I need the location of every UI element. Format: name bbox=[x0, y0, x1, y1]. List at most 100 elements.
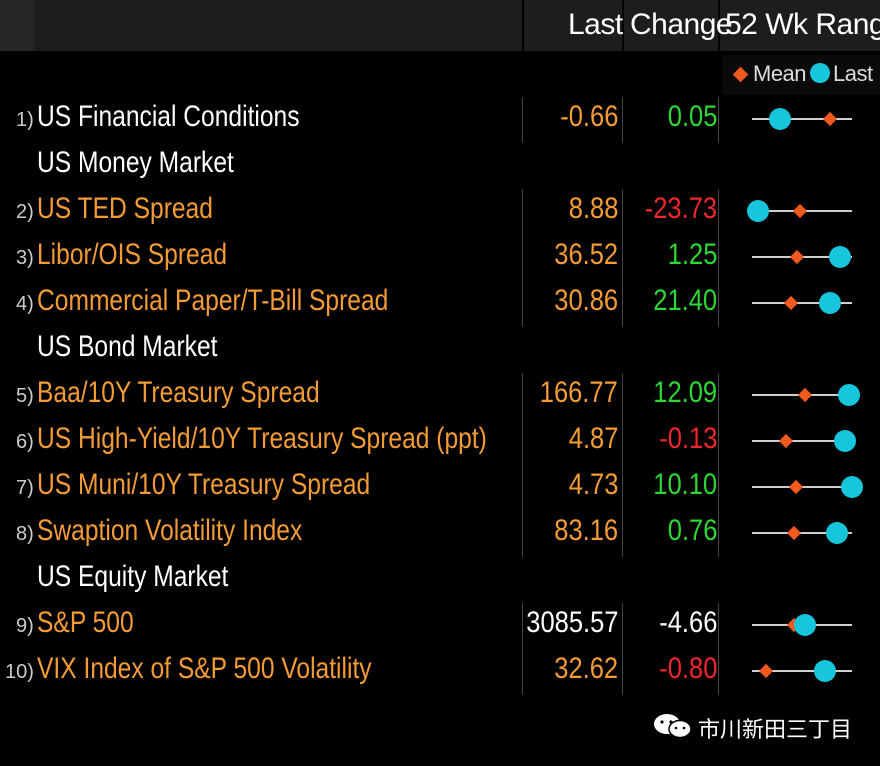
table-row[interactable]: US Muni/10Y Treasury Spread 7) 4.73 10.10 bbox=[0, 465, 880, 511]
mean-marker-icon bbox=[786, 525, 802, 541]
column-divider bbox=[622, 281, 623, 327]
table-row[interactable]: S&P 500 9) 3085.57 -4.66 bbox=[0, 603, 880, 649]
legend-mean-label: Mean bbox=[753, 61, 807, 86]
table-row[interactable]: Libor/OIS Spread 3) 36.52 1.25 bbox=[0, 235, 880, 281]
column-divider bbox=[622, 373, 623, 419]
mean-marker-icon bbox=[789, 249, 805, 265]
mean-marker-icon bbox=[788, 479, 804, 495]
last-marker-icon bbox=[838, 384, 860, 406]
row-number[interactable]: 2) bbox=[16, 201, 34, 223]
column-divider bbox=[522, 649, 523, 695]
table-row[interactable]: Commercial Paper/T-Bill Spread 4) 30.86 21.… bbox=[0, 281, 880, 327]
header-last[interactable]: Last bbox=[568, 8, 623, 41]
last-marker-icon bbox=[769, 108, 791, 130]
row-label: Swaption Volatility Index bbox=[37, 514, 303, 547]
column-divider bbox=[522, 511, 523, 557]
legend-last-label: Last bbox=[833, 61, 873, 86]
column-divider bbox=[718, 97, 719, 143]
column-divider bbox=[522, 465, 523, 511]
last-value: 30.86 bbox=[554, 284, 618, 317]
row-number[interactable]: 9) bbox=[16, 615, 34, 637]
row-number[interactable]: 4) bbox=[16, 293, 34, 315]
column-divider bbox=[622, 97, 623, 143]
column-divider bbox=[718, 281, 719, 327]
mean-marker-icon bbox=[758, 663, 774, 679]
last-marker-icon bbox=[834, 430, 856, 452]
range-line bbox=[752, 118, 852, 120]
column-divider bbox=[622, 419, 623, 465]
column-divider bbox=[522, 97, 523, 143]
column-divider bbox=[622, 649, 623, 695]
section-header: US Equity Market bbox=[0, 557, 880, 603]
column-divider bbox=[622, 603, 623, 649]
header-52wk-range[interactable]: 52 Wk Range bbox=[725, 8, 880, 41]
column-divider bbox=[718, 419, 719, 465]
row-label: VIX Index of S&P 500 Volatility bbox=[37, 652, 372, 685]
header-change[interactable]: Change bbox=[630, 8, 733, 41]
last-marker-icon bbox=[826, 522, 848, 544]
last-marker-icon bbox=[747, 200, 769, 222]
last-marker-icon bbox=[829, 246, 851, 268]
column-divider bbox=[522, 603, 523, 649]
column-divider bbox=[522, 281, 523, 327]
change-value: -23.73 bbox=[644, 192, 717, 225]
row-number[interactable]: 3) bbox=[16, 247, 34, 269]
range-line bbox=[752, 302, 852, 304]
column-divider bbox=[718, 603, 719, 649]
row-number[interactable]: 6) bbox=[16, 431, 34, 453]
wechat-icon bbox=[654, 714, 692, 739]
last-marker-icon bbox=[841, 476, 863, 498]
mean-marker-icon bbox=[792, 203, 808, 219]
section-label: US Bond Market bbox=[37, 330, 218, 363]
row-number[interactable]: 5) bbox=[16, 385, 34, 407]
row-number[interactable]: 10) bbox=[5, 661, 34, 683]
table-row[interactable]: US Financial Conditions 1) -0.66 0.05 bbox=[0, 97, 880, 143]
last-value: 4.73 bbox=[568, 468, 618, 501]
last-value: -0.66 bbox=[559, 100, 618, 133]
mean-marker-icon bbox=[783, 295, 799, 311]
watermark-text: 市川新田三丁目 bbox=[698, 718, 853, 743]
last-value: 83.16 bbox=[554, 514, 618, 547]
column-divider bbox=[622, 189, 623, 235]
row-number[interactable]: 7) bbox=[16, 477, 34, 499]
change-value: 12.09 bbox=[653, 376, 717, 409]
change-value: -0.80 bbox=[658, 652, 717, 685]
column-divider bbox=[718, 189, 719, 235]
last-marker-icon bbox=[814, 660, 836, 682]
mean-diamond-icon bbox=[732, 66, 749, 83]
row-label: S&P 500 bbox=[37, 606, 134, 639]
table-row[interactable]: Swaption Volatility Index 8) 83.16 0.76 bbox=[0, 511, 880, 557]
row-label: Baa/10Y Treasury Spread bbox=[37, 376, 320, 409]
range-line bbox=[752, 532, 852, 534]
column-divider bbox=[622, 235, 623, 281]
row-label: Commercial Paper/T-Bill Spread bbox=[37, 284, 389, 317]
section-header: US Bond Market bbox=[0, 327, 880, 373]
last-value: 32.62 bbox=[554, 652, 618, 685]
last-value: 3085.57 bbox=[525, 606, 618, 639]
column-divider bbox=[718, 465, 719, 511]
table-row[interactable]: Baa/10Y Treasury Spread 5) 166.77 12.09 bbox=[0, 373, 880, 419]
row-number[interactable]: 1) bbox=[16, 109, 34, 131]
change-value: -0.13 bbox=[658, 422, 717, 455]
row-number[interactable]: 8) bbox=[16, 523, 34, 545]
header-spacer-cell bbox=[36, 0, 522, 51]
table-row[interactable]: US TED Spread 2) 8.88 -23.73 bbox=[0, 189, 880, 235]
last-value: 36.52 bbox=[554, 238, 618, 271]
section-label: US Money Market bbox=[37, 146, 234, 179]
column-divider bbox=[522, 419, 523, 465]
last-dot-icon bbox=[810, 63, 830, 83]
change-value: 1.25 bbox=[667, 238, 717, 271]
header-name-cell bbox=[0, 0, 34, 51]
range-line bbox=[752, 440, 852, 442]
column-divider bbox=[718, 511, 719, 557]
last-marker-icon bbox=[819, 292, 841, 314]
table-row[interactable]: VIX Index of S&P 500 Volatility 10) 32.62 -… bbox=[0, 649, 880, 695]
last-value: 166.77 bbox=[539, 376, 618, 409]
mean-marker-icon bbox=[822, 111, 838, 127]
table-row[interactable]: US High-Yield/10Y Treasury Spread (ppt) 6… bbox=[0, 419, 880, 465]
section-header: US Money Market bbox=[0, 143, 880, 189]
section-label: US Equity Market bbox=[37, 560, 229, 593]
change-value: 0.05 bbox=[667, 100, 717, 133]
last-value: 8.88 bbox=[568, 192, 618, 225]
range-line bbox=[752, 670, 852, 672]
